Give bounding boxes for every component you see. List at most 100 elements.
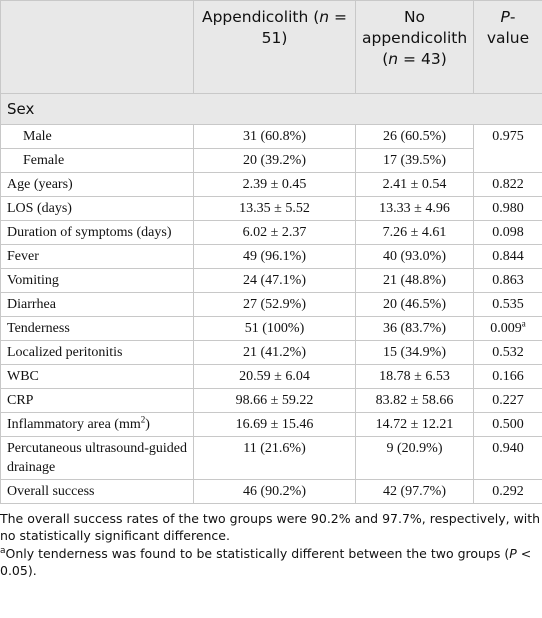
row-label: Fever (0, 244, 194, 269)
text: 31 (60.8%) (243, 129, 306, 144)
text: 21 (48.8%) (383, 273, 446, 288)
superscript: 2 (140, 414, 146, 425)
table-cell: 0.500 (473, 412, 542, 437)
table-cell: 0.009a (473, 316, 542, 341)
table-cell: 14.72 ± 12.21 (355, 412, 474, 437)
footnotes: The overall success rates of the two gro… (0, 510, 542, 579)
row-label: Diarrhea (0, 292, 194, 317)
table-cell: 26 (60.5%) (355, 124, 474, 149)
table-row: CRP 98.66 ± 59.22 83.82 ± 58.66 0.227 (0, 388, 542, 413)
row-label: WBC (0, 364, 194, 389)
row-label: Localized peritonitis (0, 340, 194, 365)
table-row: Vomiting 24 (47.1%) 21 (48.8%) 0.863 (0, 268, 542, 293)
table-cell: 21 (41.2%) (193, 340, 356, 365)
header-row: Appendicolith (n = 51) No appendicolith (… (0, 0, 542, 94)
text: Only tenderness was found to be statisti… (5, 546, 510, 561)
header-cell: No appendicolith (n = 43) (355, 0, 474, 94)
table-cell: 51 (100%) (193, 316, 356, 341)
text: 0.844 (492, 249, 524, 264)
text: 26 (60.5%) (383, 129, 446, 144)
header-cell: P-value (473, 0, 542, 94)
table-cell: 2.39 ± 0.45 (193, 172, 356, 197)
row-label: Male (0, 124, 194, 149)
table-row: Percutaneous ultrasound-guided drainage 1… (0, 436, 542, 480)
table-cell: 36 (83.7%) (355, 316, 474, 341)
text: Female (23, 153, 65, 168)
text: 0.863 (492, 273, 524, 288)
table-cell: 16.69 ± 15.46 (193, 412, 356, 437)
table-row: Diarrhea 27 (52.9%) 20 (46.5%) 0.535 (0, 292, 542, 317)
text: 46 (90.2%) (243, 484, 306, 499)
row-label: Age (years) (0, 172, 194, 197)
superscript: a (0, 545, 6, 556)
text: Male (23, 129, 52, 144)
table-cell: 0.532 (473, 340, 542, 365)
row-label: Female (0, 148, 194, 173)
table-cell: 40 (93.0%) (355, 244, 474, 269)
superscript: a (521, 318, 526, 329)
text: 0.292 (492, 484, 524, 499)
text: 24 (47.1%) (243, 273, 306, 288)
table-cell: 2.41 ± 0.54 (355, 172, 474, 197)
table-cell: 0.227 (473, 388, 542, 413)
table-cell: 20.59 ± 6.04 (193, 364, 356, 389)
text: 14.72 ± 12.21 (375, 417, 454, 432)
table-cell: 0.940 (473, 436, 542, 480)
text: Duration of symptoms (days) (7, 225, 172, 240)
text: Inflammatory area (mm (7, 417, 141, 432)
text: 21 (41.2%) (243, 345, 306, 360)
table-cell: 0.975 (473, 124, 542, 173)
table-row: Fever 49 (96.1%) 40 (93.0%) 0.844 (0, 244, 542, 269)
table-cell: 18.78 ± 6.53 (355, 364, 474, 389)
table-row: Age (years) 2.39 ± 0.45 2.41 ± 0.54 0.822 (0, 172, 542, 197)
text: = 43) (398, 50, 447, 68)
text: Appendicolith ( (201, 8, 320, 26)
text: 0.822 (492, 177, 524, 192)
footnote: The overall success rates of the two gro… (0, 510, 542, 544)
text: 2.39 ± 0.45 (242, 177, 307, 192)
row-label: Duration of symptoms (days) (0, 220, 194, 245)
table-row: Tenderness 51 (100%) 36 (83.7%) 0.009a (0, 316, 542, 341)
italic-text: n (388, 50, 399, 68)
row-label: Inflammatory area (mm2) (0, 412, 194, 437)
footnote: aOnly tenderness was found to be statist… (0, 545, 542, 579)
table-cell: 0.863 (473, 268, 542, 293)
table-cell: 24 (47.1%) (193, 268, 356, 293)
text: 0.227 (492, 393, 524, 408)
section-row: Sex (0, 93, 542, 125)
table-cell: 21 (48.8%) (355, 268, 474, 293)
text: 51 (100%) (244, 321, 305, 336)
row-label: CRP (0, 388, 194, 413)
text: 16.69 ± 15.46 (235, 417, 314, 432)
text: 9 (20.9%) (386, 441, 443, 456)
text: 2.41 ± 0.54 (382, 177, 447, 192)
text: 0.975 (492, 129, 524, 144)
text: Vomiting (7, 273, 59, 288)
text: 17 (39.5%) (383, 153, 446, 168)
row-label: Vomiting (0, 268, 194, 293)
text: 0.532 (492, 345, 524, 360)
text: 15 (34.9%) (383, 345, 446, 360)
table-row: Inflammatory area (mm2) 16.69 ± 15.46 14.7… (0, 412, 542, 437)
table-cell: 11 (21.6%) (193, 436, 356, 480)
text: 6.02 ± 2.37 (242, 225, 307, 240)
text: -value (486, 8, 530, 47)
text: 0.500 (492, 417, 524, 432)
italic-text: P (509, 546, 517, 561)
table-cell: 31 (60.8%) (193, 124, 356, 149)
table-cell: 98.66 ± 59.22 (193, 388, 356, 413)
text: 42 (97.7%) (383, 484, 446, 499)
text: 27 (52.9%) (243, 297, 306, 312)
table-cell: 0.822 (473, 172, 542, 197)
header-cell (0, 0, 194, 94)
table-cell: 49 (96.1%) (193, 244, 356, 269)
row-label: LOS (days) (0, 196, 194, 221)
table-cell: 0.535 (473, 292, 542, 317)
row-label: Overall success (0, 479, 194, 504)
text: The overall success rates of the two gro… (0, 511, 541, 543)
text: 40 (93.0%) (383, 249, 446, 264)
table-cell: 20 (46.5%) (355, 292, 474, 317)
text: Tenderness (7, 321, 70, 336)
italic-text: P (500, 8, 510, 26)
